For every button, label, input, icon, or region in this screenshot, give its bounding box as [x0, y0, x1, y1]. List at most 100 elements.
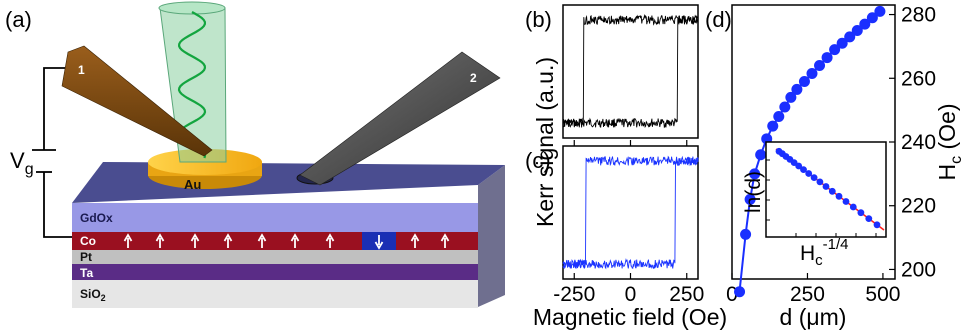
magnetic-field-ticks: -250 0 250 — [553, 140, 704, 306]
probe-1-label: 1 — [78, 63, 85, 77]
hc-data-point — [806, 68, 818, 79]
inset-x-label: Hc-1/4 — [800, 236, 849, 269]
electrode-label: Au — [184, 177, 201, 192]
spin-up-arrow — [123, 233, 133, 248]
hc-tick-label: 220 — [901, 195, 936, 218]
hysteresis-loop-c — [562, 155, 699, 270]
hc-data-point — [866, 12, 878, 24]
hc-data-point — [829, 44, 841, 56]
hc-data-point — [859, 18, 871, 30]
layer-sio2 — [72, 280, 478, 308]
inset-data-point — [800, 166, 807, 174]
inset-data-point — [795, 162, 803, 170]
panel-label-a: (a) — [5, 7, 32, 32]
d-tick-label: 500 — [865, 283, 900, 306]
magnetic-field-axis-title: Magnetic field (Oe) — [533, 304, 727, 330]
layer-co — [72, 232, 478, 250]
layer-label-co: Co — [80, 234, 96, 248]
hc-data-point — [836, 37, 848, 49]
hc-data-point — [755, 149, 767, 161]
x-tick-label: 250 — [669, 283, 704, 306]
hc-data-point — [814, 60, 826, 72]
inset-data-points — [775, 147, 881, 229]
laser-beam-top — [158, 1, 226, 15]
hc-tick-label: 280 — [901, 4, 936, 27]
hysteresis-panels: (b) (c) -250 0 250 Kerr signal (a.u.) Magn… — [525, 4, 727, 330]
layer-label-sio2: SiO2 — [80, 287, 106, 303]
loop-ascending-branch — [562, 156, 699, 270]
panel-b-frame — [562, 4, 699, 139]
layer-ta — [72, 264, 478, 280]
d-tick-label: 250 — [790, 283, 825, 306]
layer-label-gdox: GdOx — [80, 211, 113, 225]
inset-data-point — [805, 170, 813, 177]
spin-up-arrow — [155, 233, 165, 248]
spin-up-arrow — [440, 233, 450, 248]
hc-axis-title: Hc (Oe) — [934, 103, 965, 180]
device-schematic: (a) Vg GdOx Co Pt Ta SiO2 — [5, 1, 505, 308]
hc-tick-label: 240 — [901, 131, 936, 154]
gate-voltage-label: Vg — [10, 148, 34, 178]
layer-label-pt: Pt — [80, 250, 92, 264]
inset-y-label: ln(d) — [742, 171, 765, 213]
x-tick-label: -250 — [553, 283, 595, 306]
spin-up-arrow — [290, 233, 300, 248]
panel-label-b: (b) — [525, 7, 552, 32]
inset-data-point — [857, 209, 865, 217]
loop-descending-branch — [562, 13, 699, 128]
hc-data-point — [740, 228, 752, 240]
inset-data-point — [828, 187, 836, 195]
panel-label-d: (d) — [705, 7, 732, 32]
layer-label-ta: Ta — [80, 266, 93, 280]
hc-data-point — [767, 120, 779, 132]
inset-data-point — [810, 174, 818, 182]
hc-tick-label: 200 — [901, 258, 936, 281]
sample-side-face — [478, 165, 505, 307]
d-axis-ticks: 0 250 500 — [726, 273, 900, 306]
spin-up-arrow — [223, 233, 233, 248]
hc-data-point — [851, 24, 863, 36]
hc-data-point — [844, 31, 856, 43]
inset-data-point — [842, 198, 850, 205]
layer-gdox — [72, 203, 478, 232]
spin-up-arrow — [257, 233, 267, 248]
inset-data-point — [822, 183, 830, 190]
hc-tick-label: 260 — [901, 67, 936, 90]
d-tick-label: 0 — [726, 283, 738, 306]
inset-data-point — [873, 221, 881, 229]
spin-down-arrow — [374, 235, 384, 250]
hc-data-point — [785, 91, 797, 103]
panel-label-c: (c) — [525, 148, 551, 173]
spin-up-arrow — [325, 233, 335, 248]
hc-data-point — [874, 5, 886, 17]
hc-axis-ticks: 200 220 240 260 280 — [889, 4, 936, 281]
spin-up-arrow — [190, 233, 200, 248]
inset-ticks — [766, 159, 877, 237]
hc-data-point — [749, 168, 761, 180]
d-axis-title: d (μm) — [780, 304, 847, 330]
spin-up-arrow — [410, 233, 420, 248]
inset-data-point — [849, 203, 857, 211]
hysteresis-loop-b — [562, 13, 699, 129]
probe-1 — [61, 45, 213, 157]
inset-data-point — [865, 215, 873, 223]
layer-pt — [72, 250, 478, 264]
inset-data-point — [816, 178, 824, 186]
loop-descending-branch — [562, 155, 699, 270]
hc-data-point — [734, 286, 746, 298]
inset-data-point — [835, 192, 843, 200]
hc-data-point — [798, 75, 810, 87]
loop-ascending-branch — [562, 14, 699, 129]
probe-2 — [299, 51, 501, 186]
hc-data-point — [821, 52, 833, 64]
x-tick-label: 0 — [625, 283, 637, 306]
kerr-axis-title: Kerr signal (a.u.) — [532, 57, 558, 227]
hc-data-point — [791, 83, 803, 95]
hc-data-point — [779, 101, 791, 113]
panel-c-frame — [562, 145, 699, 280]
magnetization-arrows — [123, 233, 450, 250]
coercivity-panel: (d) 0 250 500 200 220 240 260 280 ln(d) Hc-1/4… — [705, 4, 965, 330]
sample-top-face — [72, 162, 505, 203]
probe-2-label: 2 — [470, 71, 477, 85]
